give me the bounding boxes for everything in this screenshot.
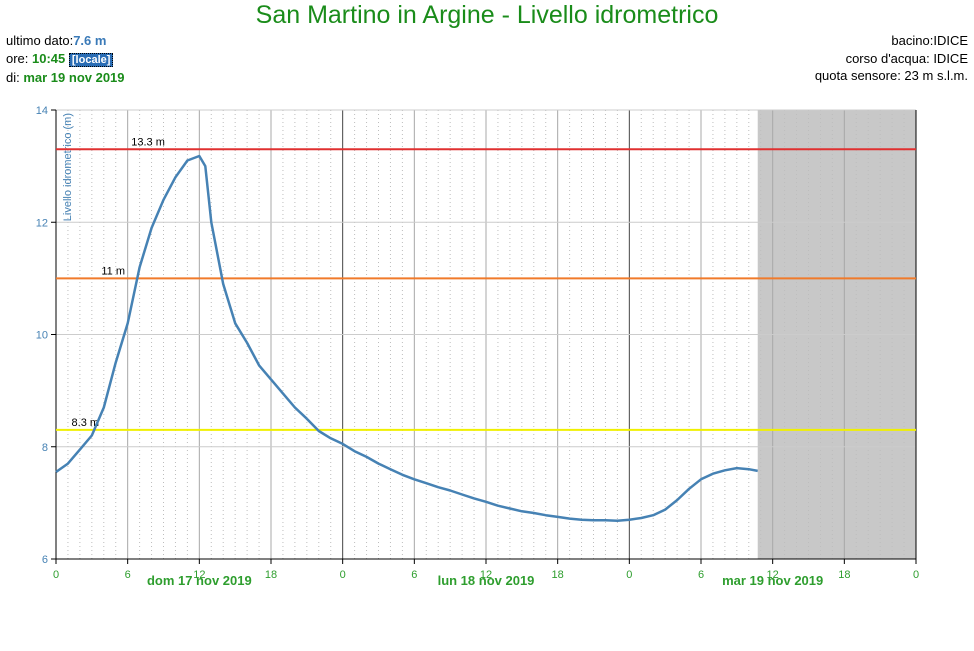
basin: bacino:IDICE — [891, 33, 968, 48]
x-tick-label: 18 — [838, 569, 850, 581]
x-tick-label: 6 — [698, 569, 704, 581]
x-tick-label: 12 — [193, 569, 205, 581]
y-axis-label: Livello idrometrico (m) — [62, 113, 74, 221]
last-value: 7.6 m — [73, 33, 107, 48]
x-tick-label: 12 — [767, 569, 779, 581]
time-value: 10:45 — [32, 50, 66, 66]
threshold-label: 11 m — [101, 265, 125, 277]
x-tick-label: 18 — [265, 569, 277, 581]
threshold-label: 13.3 m — [131, 136, 165, 148]
day-label: dom 17 nov 2019 — [147, 573, 252, 588]
x-tick-label: 0 — [913, 569, 919, 581]
threshold-label: 8.3 m — [72, 417, 100, 429]
x-tick-label: 0 — [340, 569, 346, 581]
timezone-toggle[interactable]: [locale] — [68, 52, 114, 67]
x-tick-label: 12 — [480, 569, 492, 581]
time-row: ore: 10:45 [locale] — [6, 50, 125, 70]
river: corso d'acqua: IDICE — [845, 50, 968, 66]
y-tick-label: 14 — [36, 105, 48, 117]
chart-title: San Martino in Argine - Livello idrometr… — [255, 1, 719, 29]
date-value: mar 19 nov 2019 — [23, 70, 125, 85]
date-label: di: — [6, 70, 24, 85]
day-label: mar 19 nov 2019 — [722, 573, 823, 588]
y-tick-label: 10 — [36, 330, 48, 342]
x-tick-label: 0 — [53, 569, 59, 581]
x-tick-label: 0 — [626, 569, 632, 581]
day-label: lun 18 nov 2019 — [438, 573, 535, 588]
x-tick-label: 18 — [552, 569, 564, 581]
x-tick-label: 6 — [125, 569, 131, 581]
y-tick-label: 6 — [42, 554, 48, 566]
info-right: bacino:IDICE corso d'acqua: IDICE quota … — [815, 32, 968, 85]
last-value-label: ultimo dato: — [6, 33, 74, 48]
y-tick-label: 8 — [42, 442, 48, 454]
time-label: ore: — [6, 50, 33, 66]
date-row: di: mar 19 nov 2019 — [6, 69, 125, 87]
level-series-line — [55, 154, 758, 523]
last-value-row: ultimo dato:7.6 m — [6, 32, 125, 50]
info-left: ultimo dato:7.6 m ore: 10:45 [locale] di… — [6, 32, 125, 87]
x-tick-label: 6 — [411, 569, 417, 581]
sensor-altitude: quota sensore: 23 m s.l.m. — [814, 68, 968, 83]
y-tick-label: 12 — [36, 217, 48, 229]
